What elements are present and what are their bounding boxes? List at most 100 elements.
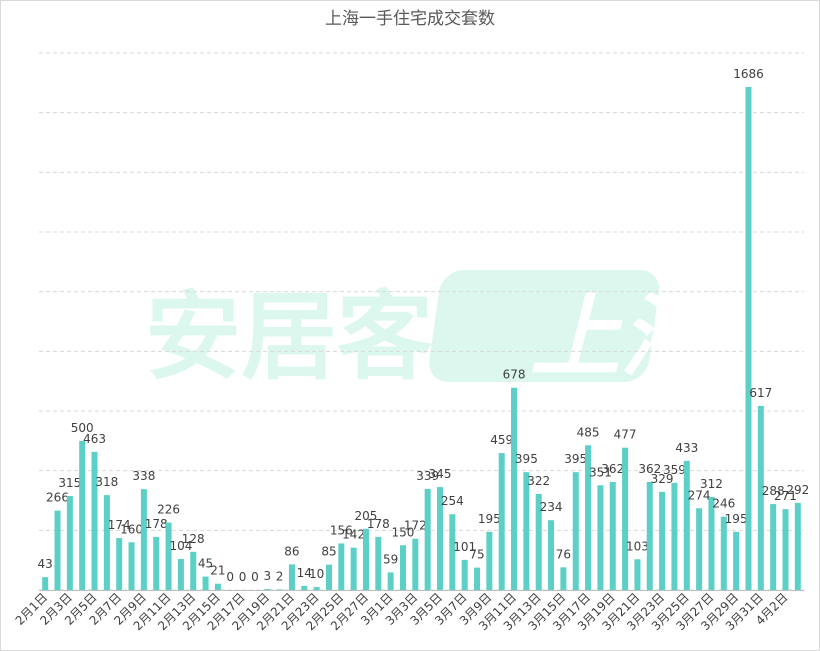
data-label: 338 bbox=[132, 469, 155, 483]
data-label: 195 bbox=[725, 512, 748, 526]
bar bbox=[214, 583, 221, 590]
bar bbox=[585, 445, 592, 590]
bar bbox=[560, 567, 567, 590]
data-label: 362 bbox=[638, 462, 661, 476]
data-label: 433 bbox=[675, 441, 698, 455]
data-label: 395 bbox=[564, 452, 587, 466]
bar bbox=[511, 387, 518, 590]
bar bbox=[128, 542, 135, 590]
bar bbox=[683, 460, 690, 590]
data-label: 345 bbox=[429, 467, 452, 481]
data-label: 359 bbox=[663, 463, 686, 477]
data-label: 329 bbox=[651, 472, 674, 486]
data-label: 101 bbox=[453, 540, 476, 554]
bar bbox=[116, 538, 123, 590]
data-label: 195 bbox=[478, 512, 501, 526]
bar bbox=[301, 585, 308, 590]
data-label: 617 bbox=[749, 386, 772, 400]
data-label: 362 bbox=[601, 462, 624, 476]
data-label: 318 bbox=[95, 475, 118, 489]
data-label: 45 bbox=[198, 557, 213, 571]
data-label: 178 bbox=[145, 517, 168, 531]
watermark: 安居客 上海 bbox=[145, 270, 723, 393]
watermark-text: 安居客 bbox=[145, 281, 433, 393]
data-label: 104 bbox=[169, 539, 192, 553]
data-label: 142 bbox=[342, 528, 365, 542]
bar bbox=[535, 493, 542, 590]
bar bbox=[325, 564, 332, 590]
data-label: 0 bbox=[226, 570, 234, 584]
data-label: 271 bbox=[774, 489, 797, 503]
bar bbox=[288, 564, 295, 590]
bar bbox=[66, 496, 73, 590]
bar bbox=[140, 489, 147, 590]
bar bbox=[572, 472, 579, 590]
data-label: 254 bbox=[441, 494, 464, 508]
data-label: 500 bbox=[71, 421, 94, 435]
data-label: 292 bbox=[786, 483, 809, 497]
bar bbox=[91, 451, 98, 590]
bar bbox=[202, 576, 209, 590]
data-label: 315 bbox=[58, 476, 81, 490]
bar bbox=[264, 589, 271, 590]
bar bbox=[609, 482, 616, 590]
bar bbox=[523, 472, 530, 590]
data-label: 459 bbox=[490, 433, 513, 447]
bar bbox=[449, 514, 456, 590]
bar bbox=[313, 587, 320, 590]
data-label: 246 bbox=[712, 497, 735, 511]
bar bbox=[634, 559, 641, 590]
data-label: 288 bbox=[762, 484, 785, 498]
data-label: 174 bbox=[108, 518, 131, 532]
data-label: 103 bbox=[626, 539, 649, 553]
chart-title: 上海一手住宅成交套数 bbox=[325, 9, 495, 29]
bar bbox=[42, 577, 49, 590]
watermark-badge bbox=[429, 270, 660, 382]
bar bbox=[338, 543, 345, 590]
data-label: 21 bbox=[210, 564, 225, 578]
bar bbox=[350, 547, 357, 590]
data-label: 59 bbox=[383, 552, 398, 566]
bar bbox=[622, 447, 629, 590]
bar bbox=[276, 589, 283, 590]
bar bbox=[696, 508, 703, 590]
data-label: 0 bbox=[251, 570, 259, 584]
data-label: 463 bbox=[83, 432, 106, 446]
data-label: 2 bbox=[276, 569, 284, 583]
data-label: 10 bbox=[309, 567, 324, 581]
data-label: 322 bbox=[527, 474, 550, 488]
data-label: 1686 bbox=[733, 67, 764, 81]
data-label: 86 bbox=[284, 544, 299, 558]
bar bbox=[548, 520, 555, 590]
data-label: 75 bbox=[469, 548, 484, 562]
data-label: 266 bbox=[46, 491, 69, 505]
data-label: 150 bbox=[392, 525, 415, 539]
data-label: 226 bbox=[157, 503, 180, 517]
bar bbox=[597, 485, 604, 590]
bar bbox=[190, 551, 197, 590]
bar bbox=[498, 453, 505, 590]
data-label: 351 bbox=[589, 465, 612, 479]
bar bbox=[399, 545, 406, 590]
data-label: 14 bbox=[297, 566, 312, 580]
bar bbox=[486, 531, 493, 590]
data-label: 234 bbox=[540, 500, 563, 514]
bar bbox=[659, 491, 666, 590]
bar bbox=[671, 482, 678, 590]
data-label: 485 bbox=[577, 425, 600, 439]
bar bbox=[646, 482, 653, 590]
bar bbox=[387, 572, 394, 590]
bar bbox=[745, 87, 752, 590]
bar bbox=[424, 488, 431, 590]
data-label: 76 bbox=[556, 547, 571, 561]
data-label: 274 bbox=[688, 488, 711, 502]
data-label: 339 bbox=[416, 469, 439, 483]
bar bbox=[165, 522, 172, 590]
data-label: 172 bbox=[404, 519, 427, 533]
data-label: 43 bbox=[38, 557, 53, 571]
data-label: 156 bbox=[330, 523, 353, 537]
bar bbox=[782, 509, 789, 590]
data-label: 205 bbox=[355, 509, 378, 523]
